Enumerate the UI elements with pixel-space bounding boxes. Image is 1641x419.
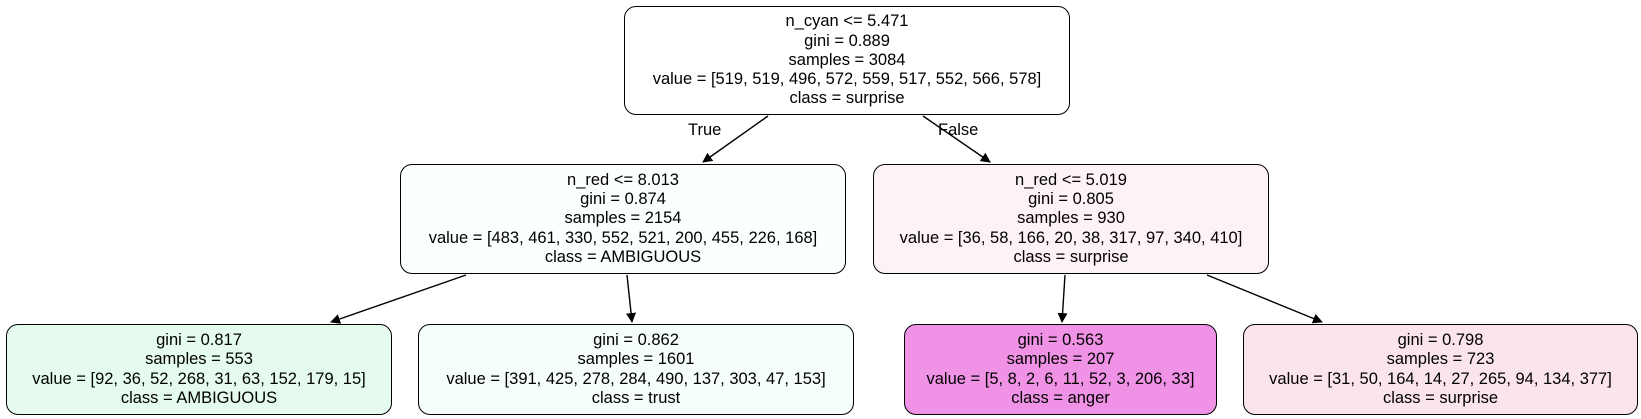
node-value: value = [92, 36, 52, 268, 31, 63, 152, 1… <box>32 369 366 388</box>
node-class: class = trust <box>591 388 681 407</box>
node-value: value = [31, 50, 164, 14, 27, 265, 94, 1… <box>1269 369 1612 388</box>
node-gini: gini = 0.817 <box>156 330 242 349</box>
node-gini: gini = 0.889 <box>804 31 890 50</box>
edge-right-to-right-left <box>1057 274 1068 323</box>
node-value: value = [519, 519, 496, 572, 559, 517, 5… <box>652 70 1042 89</box>
node-class: class = surprise <box>1382 388 1499 407</box>
node-samples: samples = 930 <box>1017 209 1125 228</box>
node-class: class = surprise <box>1013 247 1129 266</box>
node-gini: gini = 0.805 <box>1028 190 1114 209</box>
tree-leaf-left-left: gini = 0.817 samples = 553 value = [92, … <box>6 324 392 415</box>
node-value: value = [391, 425, 278, 284, 490, 137, 3… <box>446 369 826 388</box>
node-samples: samples = 207 <box>1006 350 1115 369</box>
node-gini: gini = 0.563 <box>1017 330 1104 349</box>
node-samples: samples = 723 <box>1386 350 1495 369</box>
tree-leaf-right-left: gini = 0.563 samples = 207 value = [5, 8… <box>904 324 1217 415</box>
node-samples: samples = 1601 <box>577 350 695 369</box>
node-class: class = AMBIGUOUS <box>120 388 278 407</box>
node-class: class = AMBIGUOUS <box>544 247 702 266</box>
edge-left-to-left-right <box>626 274 637 323</box>
node-gini: gini = 0.862 <box>593 330 679 349</box>
node-value: value = [5, 8, 2, 6, 11, 52, 3, 206, 33] <box>926 369 1195 388</box>
edge-right-to-right-right <box>1206 274 1323 324</box>
tree-leaf-right-right: gini = 0.798 samples = 723 value = [31, … <box>1243 324 1638 415</box>
node-gini: gini = 0.798 <box>1397 330 1484 349</box>
node-value: value = [36, 58, 166, 20, 38, 317, 97, 3… <box>899 228 1243 247</box>
tree-node-left: n_red <= 8.013 gini = 0.874 samples = 21… <box>400 164 846 274</box>
edge-root-to-left <box>702 115 769 163</box>
node-class: class = anger <box>1011 388 1110 407</box>
node-gini: gini = 0.874 <box>580 190 666 209</box>
tree-leaf-left-right: gini = 0.862 samples = 1601 value = [391… <box>418 324 854 415</box>
node-value: value = [483, 461, 330, 552, 521, 200, 4… <box>428 228 818 247</box>
tree-node-root: n_cyan <= 5.471 gini = 0.889 samples = 3… <box>624 6 1070 115</box>
node-split-condition: n_cyan <= 5.471 <box>785 12 909 31</box>
node-split-condition: n_red <= 8.013 <box>567 170 679 189</box>
edge-root-to-right <box>922 115 991 163</box>
edge-label-true: True <box>688 121 722 139</box>
node-samples: samples = 3084 <box>788 50 906 69</box>
node-samples: samples = 553 <box>145 350 253 369</box>
edge-label-false: False <box>938 121 979 139</box>
node-split-condition: n_red <= 5.019 <box>1015 170 1127 189</box>
edge-left-to-left-left <box>330 274 467 324</box>
node-samples: samples = 2154 <box>564 209 682 228</box>
node-class: class = surprise <box>789 89 905 108</box>
tree-node-right: n_red <= 5.019 gini = 0.805 samples = 93… <box>873 164 1269 274</box>
